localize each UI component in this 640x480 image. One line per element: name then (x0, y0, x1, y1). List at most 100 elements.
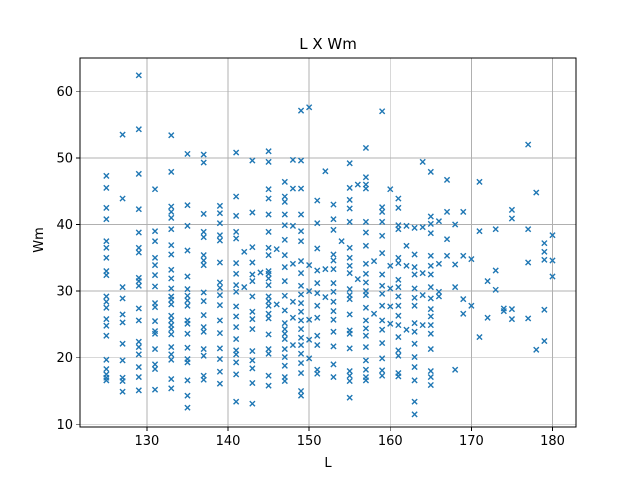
data-point (184, 344, 191, 351)
data-point (184, 286, 191, 293)
data-point (119, 388, 126, 395)
data-point (103, 298, 110, 305)
data-point (216, 302, 224, 309)
data-point (168, 375, 175, 383)
data-point (379, 204, 386, 211)
data-point (265, 350, 272, 357)
data-point (346, 160, 353, 167)
data-point (151, 186, 159, 193)
data-point (168, 343, 175, 351)
data-point (346, 262, 353, 269)
data-point (468, 302, 475, 309)
data-point (168, 168, 175, 175)
data-point (297, 334, 305, 341)
y-axis-label: Wm (32, 227, 47, 253)
data-point (168, 226, 175, 233)
data-point (362, 242, 370, 249)
data-point (427, 381, 434, 389)
data-point (184, 404, 191, 411)
data-point (460, 252, 467, 259)
data-point (265, 211, 272, 218)
data-point (306, 104, 313, 111)
plot-frame (79, 57, 577, 428)
data-point (541, 306, 548, 313)
data-point (411, 271, 418, 278)
data-point (297, 387, 305, 395)
data-point (103, 244, 110, 251)
data-point (119, 319, 126, 326)
data-point (281, 353, 288, 361)
data-point (379, 232, 386, 239)
data-point (249, 244, 256, 251)
data-point (411, 251, 418, 258)
data-point (233, 303, 240, 310)
data-point (541, 248, 548, 255)
data-point (289, 314, 297, 321)
data-point (306, 262, 313, 269)
data-point (338, 238, 345, 245)
data-point (314, 290, 321, 297)
data-point (257, 269, 264, 276)
data-point (443, 236, 451, 243)
data-point (403, 326, 410, 333)
data-point (168, 325, 175, 333)
data-point (411, 224, 418, 231)
data-point (452, 261, 459, 268)
data-point (330, 288, 337, 295)
x-tick-label: 160 (378, 434, 403, 449)
data-point (508, 206, 516, 213)
data-point (168, 266, 175, 273)
data-point (314, 220, 321, 227)
data-point (379, 355, 386, 362)
data-point (427, 271, 434, 278)
data-point (216, 317, 224, 324)
data-point (168, 351, 175, 358)
data-point (362, 357, 370, 364)
data-point (151, 262, 159, 269)
data-point (330, 266, 337, 273)
data-point (508, 306, 516, 313)
data-point (362, 377, 370, 384)
data-point (233, 371, 240, 378)
data-point (330, 308, 337, 315)
data-point (346, 218, 353, 225)
data-point (484, 278, 491, 285)
data-point (265, 148, 272, 155)
data-point (249, 209, 256, 216)
data-point (549, 273, 556, 280)
data-point (233, 282, 240, 289)
data-point (151, 318, 159, 325)
data-point (379, 372, 386, 379)
data-point (119, 357, 126, 364)
data-point (200, 376, 207, 383)
data-point (281, 278, 288, 285)
data-point (395, 333, 402, 341)
data-point (289, 298, 297, 305)
data-point (452, 221, 459, 228)
data-point (281, 193, 288, 200)
data-point (184, 273, 191, 280)
data-point (281, 264, 288, 271)
data-point (427, 321, 434, 329)
data-point (411, 398, 418, 405)
data-point (216, 259, 224, 266)
data-point (297, 107, 305, 114)
data-point (468, 256, 475, 263)
x-tick-label: 170 (459, 434, 484, 449)
data-point (265, 310, 272, 317)
data-point (387, 320, 394, 327)
data-point (379, 339, 386, 347)
data-point (184, 330, 191, 337)
data-point (233, 212, 240, 219)
data-point (200, 298, 207, 305)
data-point (411, 319, 418, 327)
data-point (184, 302, 191, 309)
data-point (216, 202, 224, 209)
data-point (119, 340, 126, 347)
data-point (297, 300, 305, 307)
data-point (265, 244, 272, 251)
data-point (484, 314, 491, 321)
data-point (346, 205, 353, 212)
data-point (184, 222, 191, 229)
data-point (184, 359, 191, 366)
